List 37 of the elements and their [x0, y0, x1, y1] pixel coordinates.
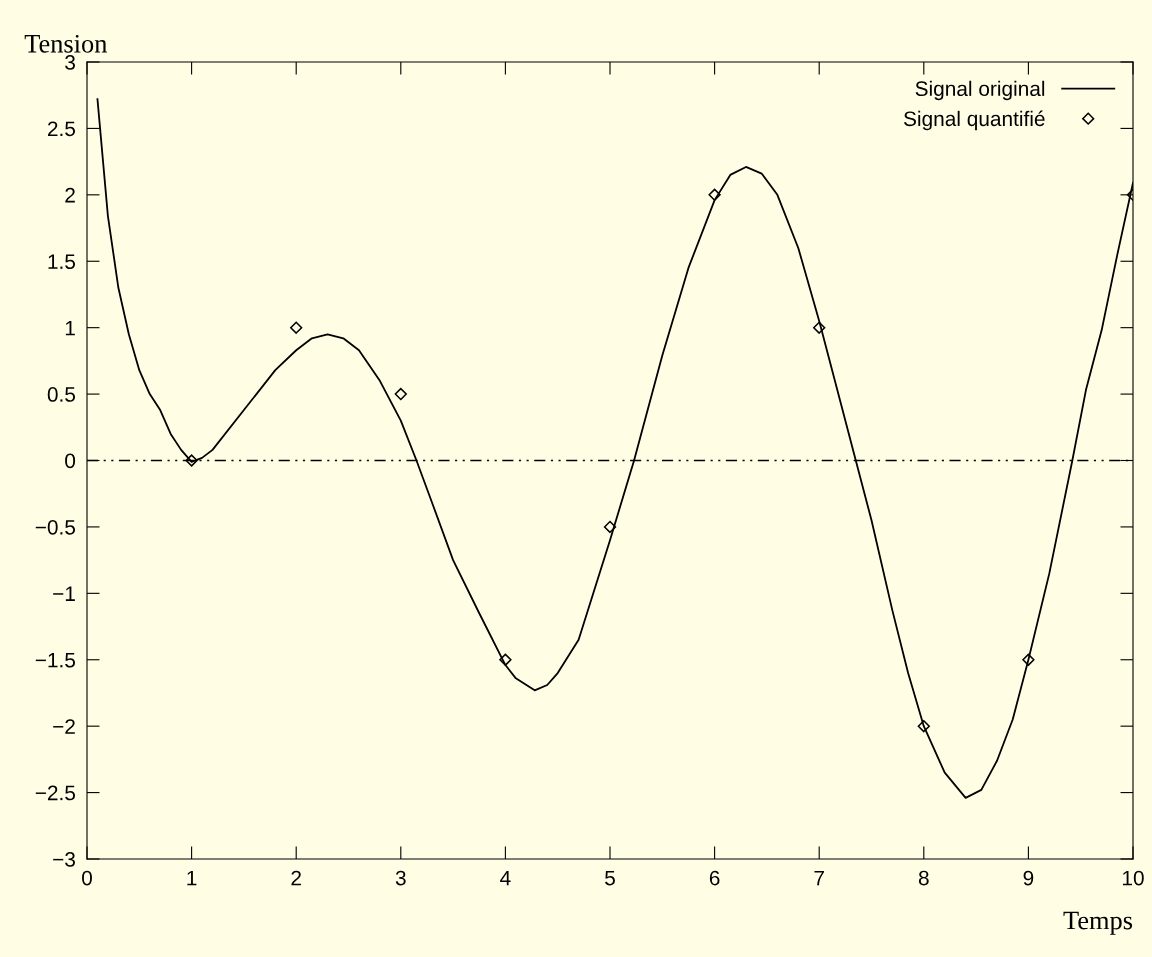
point — [394, 387, 407, 401]
x-tick-label: 1 — [187, 870, 197, 886]
x-tick-label: 8 — [918, 870, 929, 886]
x-tick-label: 0 — [82, 870, 92, 886]
y-tick-label: −1.5 — [35, 652, 76, 668]
point — [813, 321, 826, 334]
legend-label: Signal quantifié — [903, 110, 1045, 131]
x-tick-label: 7 — [814, 870, 824, 886]
y-tick-label: 1 — [65, 320, 75, 336]
x-axis-title: Temps — [1063, 911, 1133, 935]
x-tick-label: 2 — [291, 870, 301, 886]
x-tick-label: 5 — [605, 870, 615, 886]
y-axis-title: Tension — [24, 34, 108, 53]
x-tick-label: 4 — [500, 870, 511, 886]
y-tick-label: −2 — [53, 719, 75, 734]
y-tick-label: 0 — [65, 453, 76, 469]
x-tick-label: 6 — [709, 870, 720, 886]
y-tick-label: −1 — [53, 586, 75, 601]
y-tick-label: −3 — [53, 852, 75, 867]
x-tick-label: 10 — [1123, 870, 1144, 886]
y-tick-label: 0.5 — [47, 387, 76, 402]
y-tick-label: 3 — [65, 55, 75, 70]
point — [499, 653, 512, 666]
point — [185, 454, 198, 467]
point — [290, 321, 303, 334]
point — [1022, 653, 1035, 666]
point — [603, 520, 617, 534]
point — [917, 720, 930, 733]
y-tick-label: −2.5 — [35, 785, 76, 801]
x-tick-label: 3 — [395, 870, 406, 886]
x-tick-label: 9 — [1023, 870, 1034, 886]
y-tick-label: −0.5 — [35, 519, 76, 535]
y-tick-label: 1.5 — [48, 254, 76, 269]
legend-label: Signal original — [915, 80, 1045, 101]
point — [708, 188, 721, 201]
y-tick-label: 2.5 — [47, 121, 76, 137]
y-tick-label: 2 — [65, 187, 75, 203]
